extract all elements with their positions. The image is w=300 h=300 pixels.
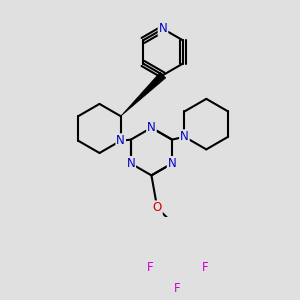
Text: N: N [147, 121, 156, 134]
Text: O: O [153, 201, 162, 214]
Text: N: N [168, 157, 176, 170]
Text: N: N [180, 130, 189, 143]
Text: F: F [147, 260, 153, 274]
Text: N: N [159, 22, 167, 35]
Text: N: N [116, 134, 125, 147]
Text: N: N [126, 157, 135, 170]
Polygon shape [121, 72, 166, 116]
Text: F: F [174, 282, 181, 295]
Text: F: F [202, 260, 208, 274]
